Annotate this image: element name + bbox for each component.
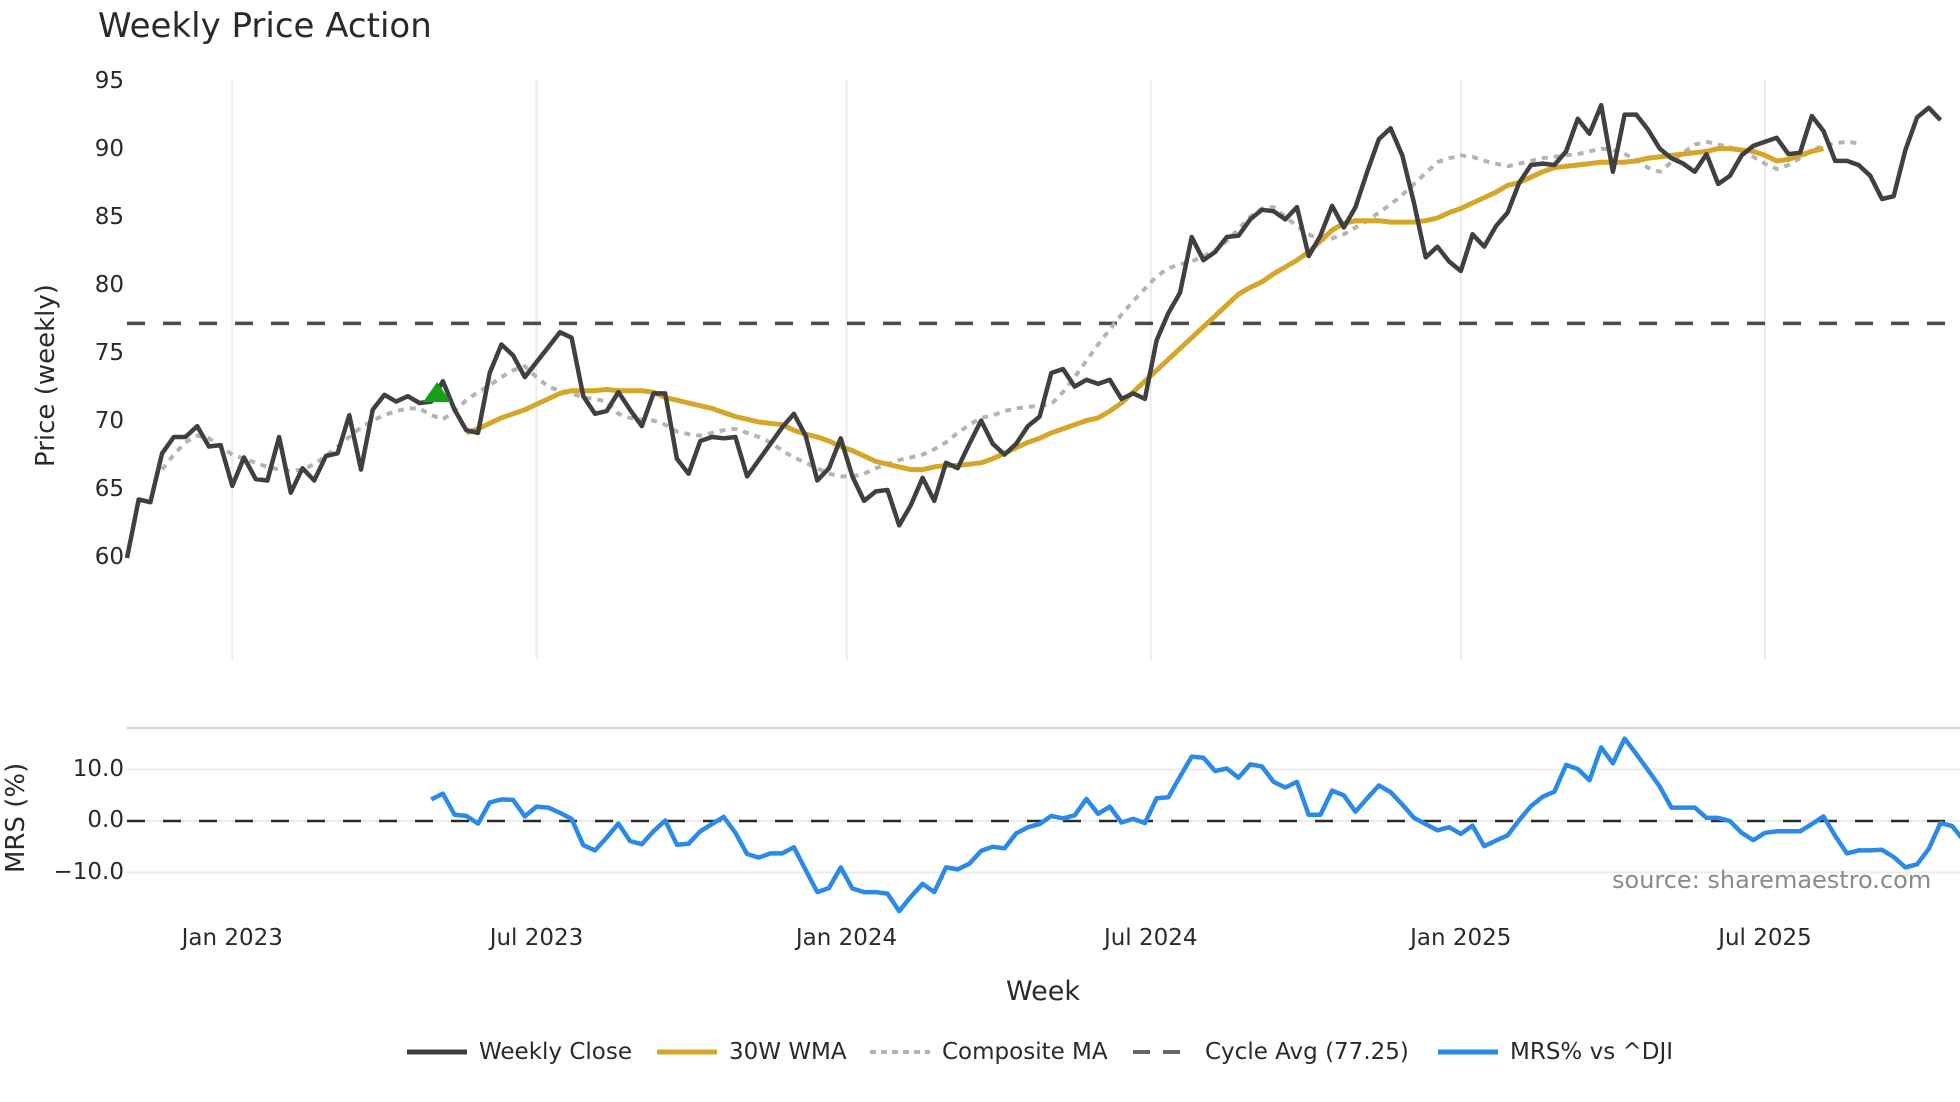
solid-line-icon — [657, 1049, 717, 1055]
price-y-tick: 60 — [94, 544, 124, 570]
price-y-axis-label: Price (weekly) — [31, 284, 61, 467]
price-y-tick: 65 — [94, 476, 124, 502]
solid-line-icon — [407, 1049, 467, 1055]
x-tick: Jul 2024 — [1103, 925, 1198, 951]
legend-item-cycle-avg[interactable]: Cycle Avg (77.25) — [1133, 1034, 1409, 1070]
mrs-y-tick: 0.0 — [87, 807, 124, 833]
mrs-y-axis-label: MRS (%) — [1, 762, 31, 873]
x-tick: Jul 2023 — [489, 925, 584, 951]
legend-label: Weekly Close — [479, 1039, 632, 1065]
legend: Weekly Close 30W WMA Composite MA Cycle … — [0, 1034, 1960, 1070]
x-tick: Jul 2025 — [1718, 925, 1812, 951]
x-tick: Jan 2025 — [1410, 925, 1512, 951]
legend-item-30w-wma[interactable]: 30W WMA — [657, 1034, 847, 1070]
x-tick: Jan 2023 — [181, 925, 283, 951]
dashed-line-icon — [1133, 1050, 1193, 1054]
price-y-tick: 90 — [94, 136, 124, 162]
dotted-line-icon — [870, 1050, 930, 1054]
mrs-gridlines — [127, 727, 1960, 874]
weekly-close-line — [124, 102, 1943, 559]
legend-label: 30W WMA — [729, 1039, 847, 1065]
mrs-y-tick: −10.0 — [53, 858, 124, 885]
legend-label: MRS% vs ^DJI — [1510, 1039, 1674, 1065]
price-y-tick: 75 — [94, 340, 124, 366]
solid-line-icon — [1438, 1049, 1498, 1055]
legend-item-mrs[interactable]: MRS% vs ^DJI — [1438, 1034, 1673, 1070]
mrs-series — [430, 736, 1960, 914]
price-y-tick: 80 — [94, 272, 124, 298]
composite-ma-line — [160, 139, 1859, 479]
price-series — [124, 102, 1960, 559]
30w-wma-line — [465, 146, 1825, 473]
chart-title: Weekly Price Action — [98, 6, 432, 46]
price-gridlines — [231, 80, 1766, 660]
x-tick: Jan 2024 — [795, 925, 898, 951]
source-credit: source: sharemaestro.com — [1612, 866, 1932, 894]
legend-item-weekly-close[interactable]: Weekly Close — [407, 1034, 632, 1070]
price-y-tick: 95 — [94, 68, 124, 94]
signal-markers — [423, 382, 452, 403]
legend-label: Composite MA — [942, 1039, 1108, 1065]
legend-label: Cycle Avg (77.25) — [1205, 1039, 1409, 1065]
price-y-tick: 70 — [94, 408, 124, 434]
mrs-line — [430, 736, 1960, 914]
price-y-tick: 85 — [94, 204, 124, 230]
legend-item-composite-ma[interactable]: Composite MA — [870, 1034, 1108, 1070]
x-axis-label: Week — [1006, 976, 1080, 1007]
buy-signal-triangle-icon — [423, 382, 452, 403]
mrs-y-tick: 10.0 — [72, 755, 124, 782]
